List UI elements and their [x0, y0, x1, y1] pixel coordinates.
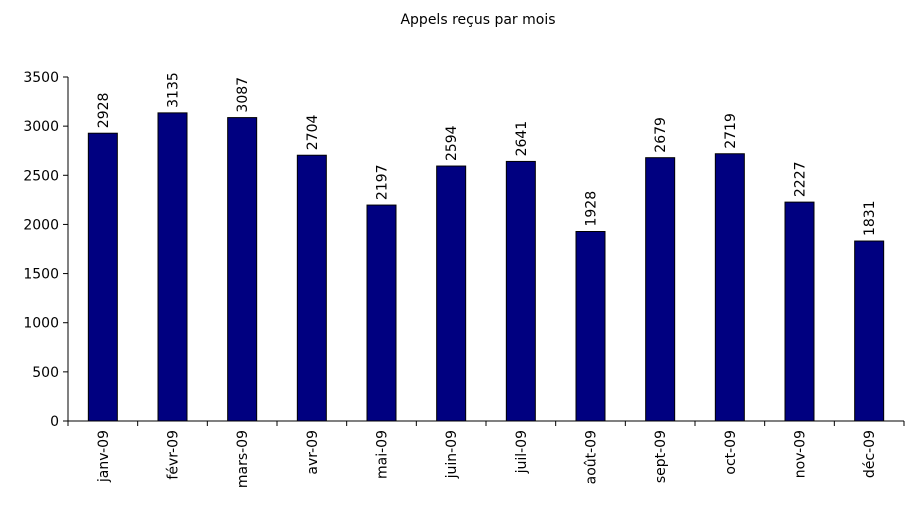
- x-tick-label: mai-09: [375, 430, 391, 479]
- y-tick-label: 2000: [23, 217, 59, 233]
- bar: [296, 154, 327, 422]
- y-tick-label: 2500: [23, 168, 59, 184]
- x-tick-label: oct-09: [723, 430, 739, 475]
- data-label: 1928: [584, 191, 600, 227]
- x-tick-label: janv-09: [96, 430, 112, 483]
- x-tick-label: août-09: [584, 430, 600, 484]
- data-label: 3135: [166, 72, 182, 108]
- bar: [645, 157, 676, 422]
- data-label: 2679: [653, 117, 669, 153]
- x-tick-label: févr-09: [166, 430, 182, 480]
- bar: [87, 132, 118, 422]
- x-tick-label: nov-09: [793, 430, 809, 478]
- data-label: 2704: [305, 115, 321, 151]
- x-tick-label: avr-09: [305, 430, 321, 475]
- x-tick-label: mars-09: [235, 430, 251, 488]
- data-label: 2641: [514, 121, 530, 157]
- bar: [854, 240, 885, 422]
- data-label: 3087: [235, 77, 251, 113]
- chart-title: Appels reçus par mois: [400, 12, 555, 28]
- y-tick-label: 0: [50, 414, 59, 430]
- bar: [714, 153, 745, 422]
- data-label: 2928: [96, 93, 112, 129]
- y-tick-label: 3500: [23, 70, 59, 86]
- x-tick-label: déc-09: [862, 430, 878, 478]
- bar: [227, 117, 258, 422]
- y-tick-label: 1000: [23, 316, 59, 332]
- y-tick-label: 1500: [23, 267, 59, 283]
- bar: [575, 231, 606, 422]
- data-label: 2719: [723, 113, 739, 149]
- data-label: 1831: [862, 200, 878, 236]
- x-tick-label: juil-09: [514, 430, 530, 474]
- bar: [366, 204, 397, 422]
- bar: [505, 160, 536, 422]
- data-label: 2227: [793, 161, 809, 197]
- x-tick-label: sept-09: [653, 430, 669, 483]
- bar: [784, 201, 815, 422]
- data-label: 2594: [444, 125, 460, 161]
- x-tick-label: juin-09: [444, 430, 460, 479]
- bar: [157, 112, 188, 422]
- bar: [436, 165, 467, 422]
- y-tick-label: 500: [32, 365, 59, 381]
- data-label: 2197: [375, 164, 391, 200]
- y-tick-label: 3000: [23, 119, 59, 135]
